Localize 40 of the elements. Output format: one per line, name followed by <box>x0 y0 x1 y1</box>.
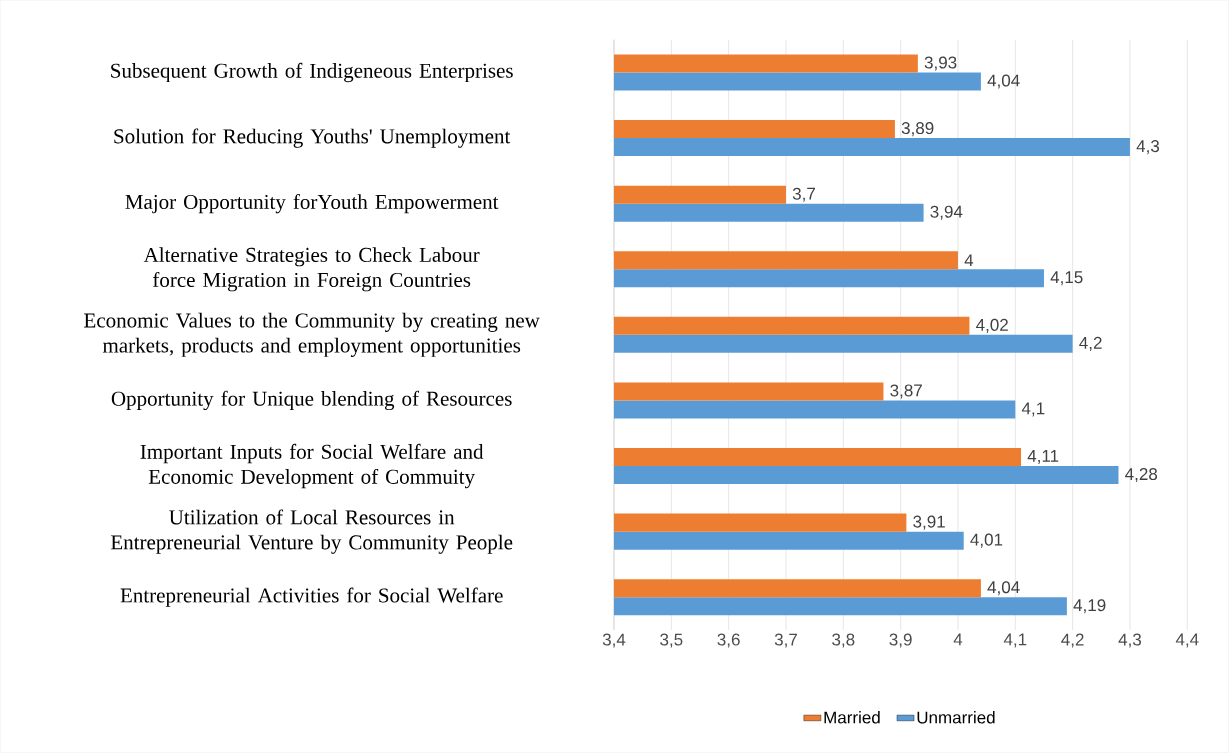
data-label: 4,15 <box>1050 271 1083 286</box>
data-label: 3,91 <box>913 515 945 530</box>
x-tick-label: 4,3 <box>1118 633 1142 648</box>
data-label: 4 <box>964 254 974 267</box>
x-tick-label: 3,7 <box>774 633 797 648</box>
data-label: 3,87 <box>890 384 922 399</box>
data-label: 4,1 <box>1021 402 1045 417</box>
y-tick-label: Alternative Strategies to Check Labour force Migration in Foreign Countries <box>143 247 480 292</box>
x-tick-label: 3,6 <box>717 633 740 648</box>
data-label: 4,02 <box>976 318 1008 333</box>
y-tick-label: Solution for Reducing Youths' Unemployment <box>114 128 511 148</box>
data-label: 3,93 <box>924 56 957 71</box>
data-label: 3,94 <box>930 205 963 220</box>
y-tick-label: Economic Values to the Community by creating new markets, products and employment opportunities <box>84 312 540 358</box>
data-label: 4,28 <box>1125 468 1158 483</box>
legend-label: Unmarried <box>917 711 995 724</box>
data-label: 4,04 <box>987 581 1020 596</box>
x-tick-label: 3,4 <box>602 633 626 648</box>
y-tick-label: Major Opportunity forYouth Empowerment <box>125 194 499 214</box>
y-tick-label: Entrepreneurial Activities for Social Welfare <box>120 587 503 607</box>
data-label: 4,2 <box>1079 336 1102 352</box>
x-tick-label: 3,9 <box>889 633 912 648</box>
data-label: 3,7 <box>792 187 815 202</box>
data-label: 4,11 <box>1027 450 1059 465</box>
y-tick-label: Important Inputs for Social Welfare and Economic Development of Commuity <box>140 443 484 489</box>
x-tick-label: 4 <box>953 633 963 646</box>
x-tick-label: 3,5 <box>660 633 683 648</box>
x-tick-label: 4,4 <box>1175 633 1199 648</box>
y-tick-label: Utilization of Local Resources in Entrepreneurial Venture by Community People <box>110 509 513 554</box>
x-tick-label: 4,2 <box>1061 633 1084 648</box>
data-label: 4,19 <box>1073 599 1106 614</box>
y-tick-label: Opportunity for Unique blending of Resources <box>111 390 512 411</box>
data-label: 3,89 <box>901 122 934 137</box>
legend-label: Married <box>824 711 880 724</box>
y-tick-label: Subsequent Growth of Indigeneous Enterprises <box>111 62 513 83</box>
data-label: 4,01 <box>970 533 1003 548</box>
x-tick-label: 4,1 <box>1003 633 1027 648</box>
data-label: 4,04 <box>987 74 1020 89</box>
data-label: 4,3 <box>1136 140 1160 155</box>
x-tick-label: 3,8 <box>832 633 855 648</box>
